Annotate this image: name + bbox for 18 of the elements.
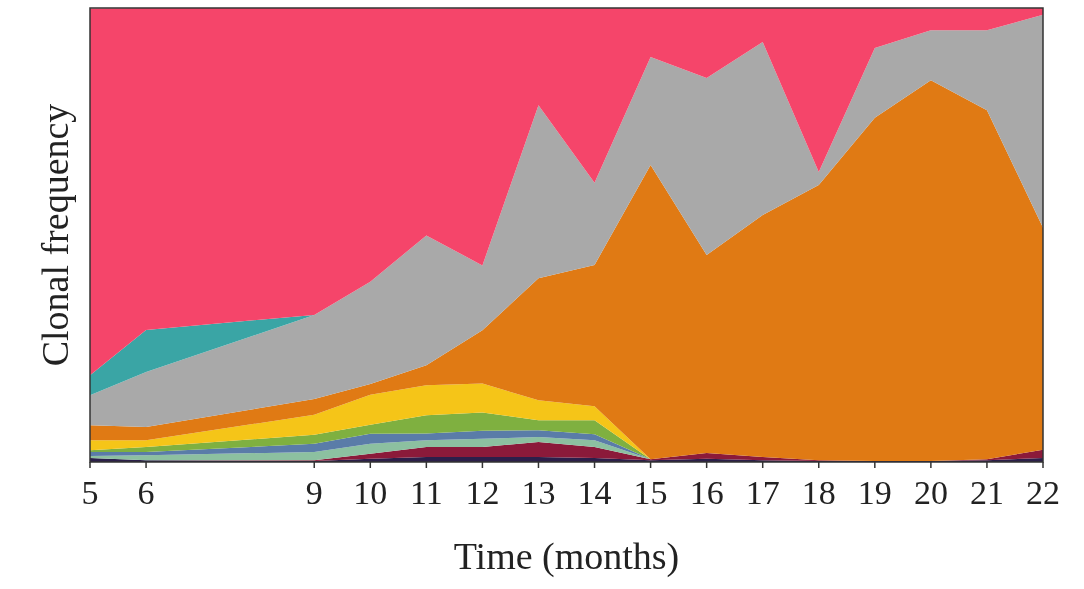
x-tick-label: 18 [801, 474, 836, 511]
x-tick-label: 14 [577, 474, 612, 511]
x-tick-label: 21 [969, 474, 1004, 511]
x-tick-label: 22 [1026, 474, 1060, 511]
x-tick-label: 20 [913, 474, 948, 511]
x-tick-label: 15 [633, 474, 668, 511]
x-tick-label: 17 [745, 474, 780, 511]
x-tick-label: 13 [521, 474, 556, 511]
x-tick-label: 9 [305, 474, 323, 511]
y-axis-title: Clonal frequency [34, 103, 76, 367]
x-tick-label: 5 [81, 474, 99, 511]
x-tick-label: 11 [409, 474, 443, 511]
x-tick-label: 12 [465, 474, 500, 511]
x-axis-title: Time (months) [453, 535, 680, 578]
x-tick-label: 6 [137, 474, 155, 511]
x-tick-label: 19 [857, 474, 892, 511]
x-tick-label: 10 [353, 474, 388, 511]
x-tick-label: 16 [689, 474, 724, 511]
